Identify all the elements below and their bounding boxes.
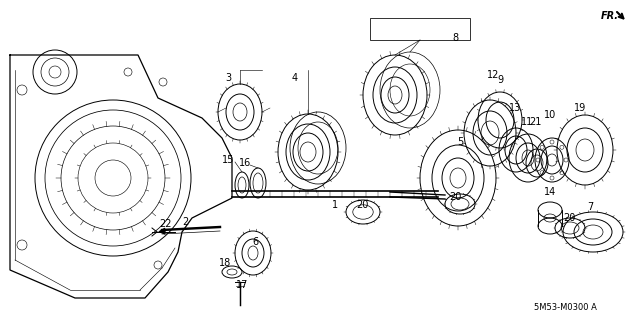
Text: 1: 1 <box>332 200 338 210</box>
Text: 13: 13 <box>509 103 521 113</box>
Text: 20: 20 <box>563 213 575 223</box>
Text: 10: 10 <box>544 110 556 120</box>
Text: 8: 8 <box>452 33 458 43</box>
Text: 6: 6 <box>252 237 258 247</box>
Text: 20: 20 <box>356 200 368 210</box>
Text: 5M53-M0300 A: 5M53-M0300 A <box>534 303 596 313</box>
Text: 4: 4 <box>292 73 298 83</box>
Text: 16: 16 <box>239 158 251 168</box>
Text: 18: 18 <box>219 258 231 268</box>
Bar <box>370 18 470 40</box>
Text: 17: 17 <box>236 280 248 290</box>
Text: 14: 14 <box>544 187 556 197</box>
Text: 19: 19 <box>574 103 586 113</box>
Text: 15: 15 <box>222 155 234 165</box>
Text: 11: 11 <box>521 117 533 127</box>
Text: 3: 3 <box>225 73 231 83</box>
Text: 12: 12 <box>487 70 499 80</box>
Text: 7: 7 <box>587 202 593 212</box>
Text: 21: 21 <box>529 117 541 127</box>
Text: 5: 5 <box>457 137 463 147</box>
Text: 22: 22 <box>159 219 172 229</box>
Text: FR.: FR. <box>601 11 619 21</box>
Text: 20: 20 <box>449 192 461 202</box>
Text: 9: 9 <box>497 75 503 85</box>
Text: 2: 2 <box>182 217 188 227</box>
